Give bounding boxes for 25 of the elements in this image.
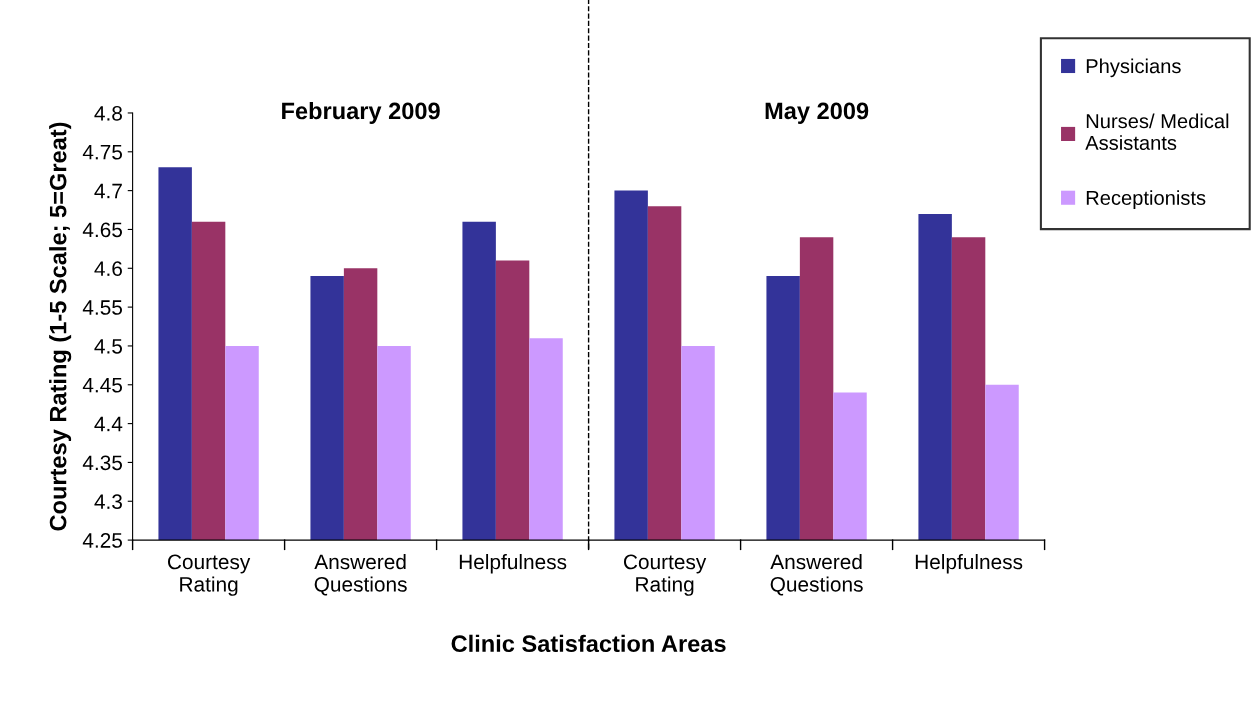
y-tick-label: 4.65 [82,222,123,238]
y-tick-label: 4.35 [82,455,123,471]
x-tick-label: Courtesy Rating [623,554,707,596]
y-tick-label: 4.5 [94,339,123,354]
y-tick-label: 4.6 [94,261,122,277]
y-tick-label: 4.8 [94,105,122,121]
y-tick-label: 4.45 [82,377,123,393]
legend-label: Receptionists [1086,190,1206,209]
y-tick-label: 4.4 [94,416,123,432]
y-tick-label: 4.7 [94,183,122,199]
y-tick-label: 4.75 [82,145,123,160]
x-tick-label: Helpfulness [459,553,567,574]
y-tick-label: 4.3 [94,494,122,510]
annotation: February 2009 [282,101,440,124]
x-tick-label: Answered Questions [770,553,863,596]
legend-label: Physicians [1086,58,1181,78]
y-axis-title: Courtesy Rating (1-5 Scale; 5=Great) [49,122,72,531]
y-tick-label: 4.55 [82,300,123,315]
x-tick-label: Helpfulness [915,553,1023,574]
x-tick-label: Answered Questions [314,553,407,596]
annotation: May 2009 [765,102,869,124]
x-axis-title: Clinic Satisfaction Areas [451,634,726,653]
y-tick-label: 4.25 [82,533,123,548]
x-tick-label: Courtesy Rating [167,554,251,596]
legend-label: Nurses/ Medical Assistants [1085,113,1229,150]
